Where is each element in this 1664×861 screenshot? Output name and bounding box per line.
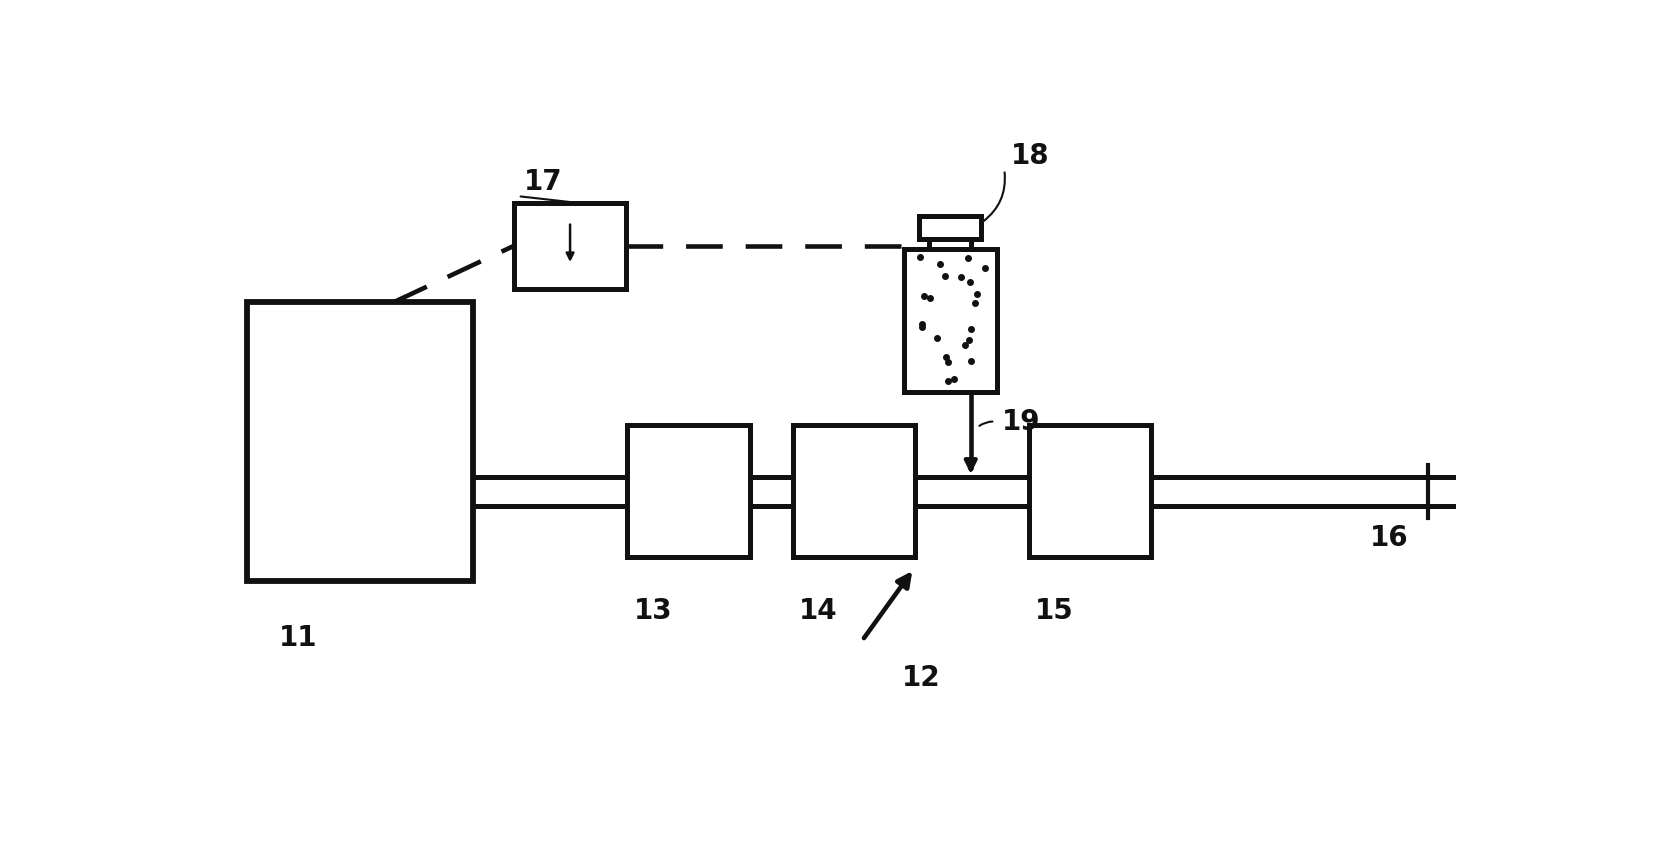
Text: 18: 18 [1010, 141, 1048, 170]
Bar [904, 249, 997, 392]
Bar [792, 424, 915, 557]
Text: 14: 14 [799, 598, 837, 625]
Bar [919, 216, 980, 239]
Bar [627, 424, 750, 557]
Text: 12: 12 [902, 664, 940, 691]
Text: 16: 16 [1368, 523, 1408, 552]
Text: 13: 13 [634, 598, 672, 625]
Bar [929, 239, 970, 249]
Text: 15: 15 [1035, 598, 1073, 625]
Bar [246, 302, 473, 580]
Text: 17: 17 [524, 168, 562, 196]
Text: 11: 11 [280, 623, 318, 652]
Text: 19: 19 [1002, 407, 1040, 436]
Bar [1028, 424, 1151, 557]
Bar [514, 203, 626, 289]
